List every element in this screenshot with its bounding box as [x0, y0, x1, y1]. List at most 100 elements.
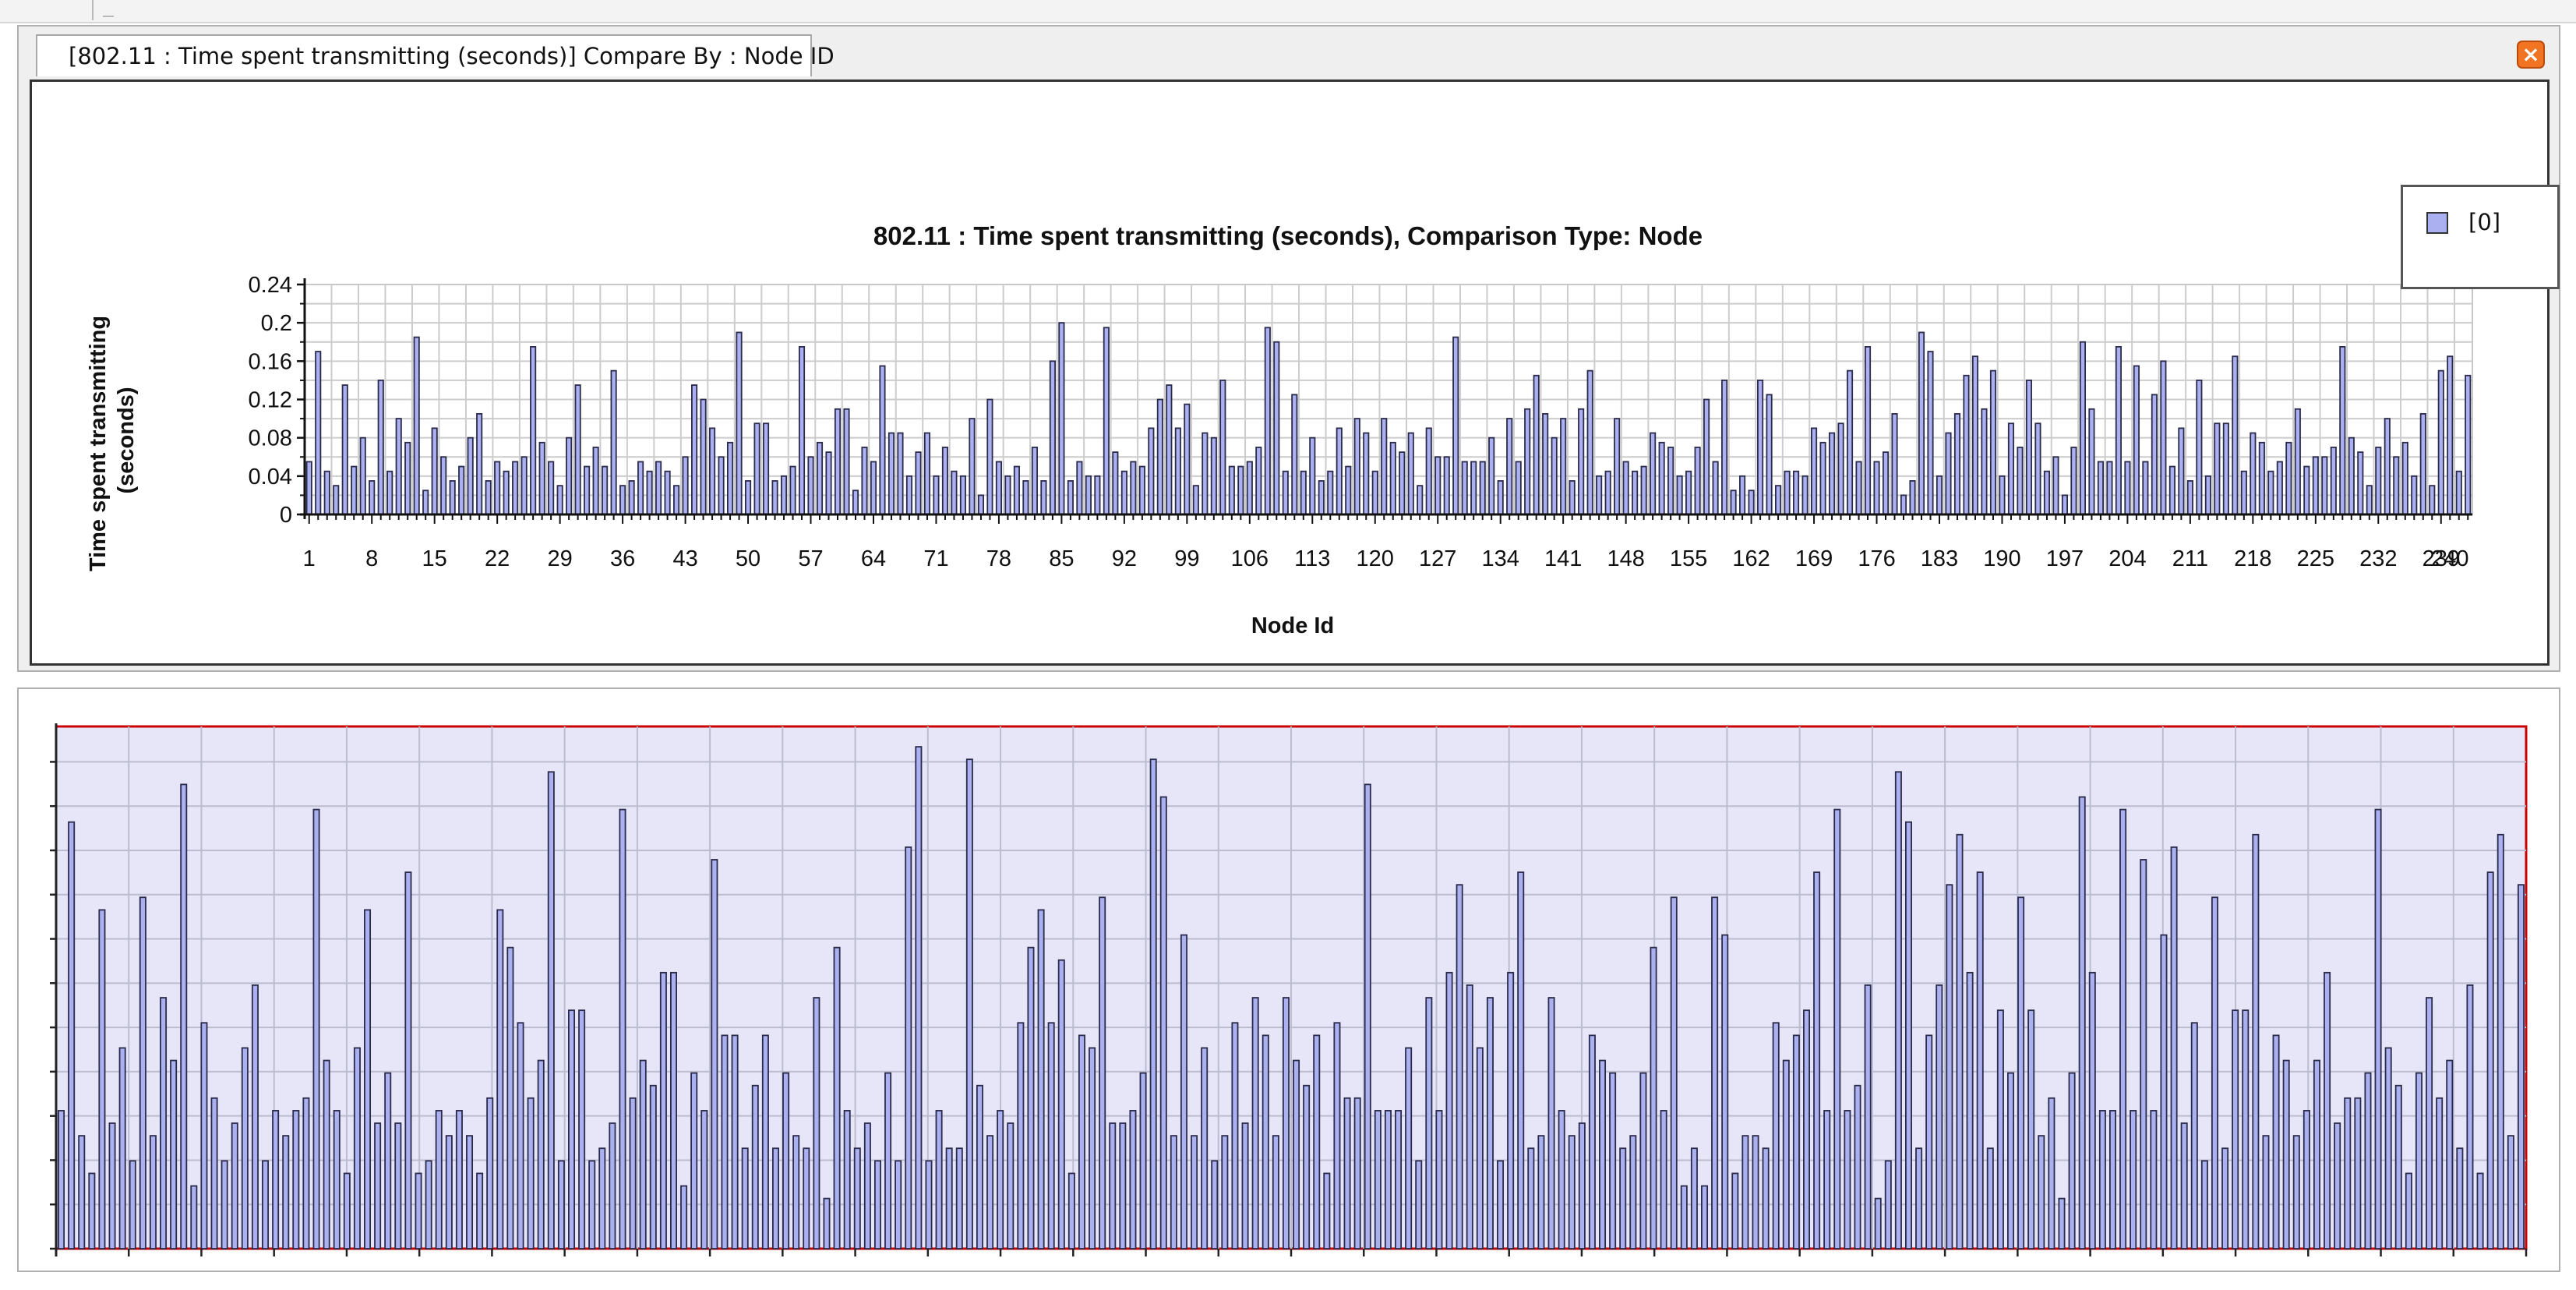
overview-bar [1303, 1084, 1311, 1249]
overview-bar [1946, 884, 1953, 1249]
bar [2160, 360, 2167, 515]
bar [1094, 475, 1101, 515]
overview-bar [2292, 1135, 2300, 1249]
bar [1981, 408, 1988, 515]
overview-bar [873, 1160, 881, 1249]
overview-bar [343, 1172, 351, 1249]
bar [2375, 447, 2382, 515]
bar [1766, 394, 1773, 515]
bar [700, 398, 707, 515]
overview-bar [1067, 1172, 1075, 1249]
bar [870, 461, 877, 515]
bar [2025, 380, 2033, 515]
overview-bar [2426, 997, 2433, 1249]
bar [995, 461, 1002, 515]
overview-bar [1170, 1135, 1177, 1249]
x-tick-label: 141 [1544, 546, 1582, 571]
bar [1434, 456, 1442, 515]
x-tick-label: 78 [986, 546, 1011, 571]
overview-bar [1507, 971, 1515, 1249]
bar [1793, 470, 1800, 515]
overview-bar [2190, 1022, 2198, 1249]
bar [610, 369, 617, 515]
bar [1497, 480, 1504, 515]
bar [1953, 413, 1961, 515]
bar [2384, 418, 2391, 515]
bar [1210, 436, 1217, 515]
overview-bar [1690, 1147, 1698, 1249]
close-icon[interactable]: × [2517, 41, 2545, 69]
y-tick-label: 0.04 [249, 465, 292, 489]
overview-bar [1099, 896, 1106, 1249]
overview-bar [1374, 1110, 1382, 1249]
gridlines [304, 284, 2473, 515]
bar [2330, 447, 2337, 515]
legend-entry-label: [0] [2468, 209, 2501, 235]
bar [951, 470, 958, 515]
overview-bar [2476, 1172, 2484, 1249]
overview-bar [1792, 1034, 1800, 1249]
bar [2133, 365, 2140, 515]
toolbar-divider [92, 0, 94, 20]
overview-bar [2456, 1147, 2464, 1249]
overview-bar [1782, 1059, 1790, 1249]
bar [566, 436, 573, 515]
overview-bar [629, 1097, 637, 1249]
bar [2214, 422, 2221, 515]
bar [1542, 413, 1549, 515]
overview-bar [2324, 971, 2331, 1249]
x-tick-label: 232 [2359, 546, 2397, 571]
overview-bar [1558, 1110, 1565, 1249]
overview-bar [721, 1034, 729, 1249]
overview-bar [680, 1185, 688, 1249]
overview-bar [1476, 1047, 1484, 1249]
bar [2186, 480, 2193, 515]
overview-bar [364, 909, 372, 1249]
bar [494, 461, 501, 515]
y-tick-label: 0.2 [261, 311, 292, 336]
bar [2151, 394, 2158, 515]
bar [449, 480, 456, 515]
overview-bar [2119, 808, 2127, 1249]
bar [1712, 461, 1719, 515]
bar [2204, 475, 2211, 515]
legend-swatch [2426, 212, 2448, 234]
x-tick-label: 85 [1049, 546, 1074, 571]
overview-bar [58, 1110, 65, 1249]
y-tick-label: 0 [280, 503, 292, 528]
overview-bar [2058, 1197, 2066, 1249]
chart-panel: [802.11 : Time spent transmitting (secon… [17, 25, 2560, 672]
overview-bar [1364, 783, 1371, 1249]
bar [1488, 436, 1495, 515]
bar [422, 489, 429, 515]
overview-bar [833, 946, 841, 1249]
x-tick-label: 36 [610, 546, 635, 571]
bar-series [305, 322, 2472, 515]
overview-bar [1578, 1122, 1586, 1249]
overview-bar [1966, 971, 1974, 1249]
tab-chart-compare-by-node[interactable]: [802.11 : Time spent transmitting (secon… [36, 34, 835, 76]
bar [556, 485, 563, 515]
overview-bar [2098, 1110, 2106, 1249]
overview-bar [2170, 846, 2178, 1249]
overview-bar [1588, 1034, 1596, 1249]
bar [816, 441, 824, 515]
bar [2043, 470, 2051, 515]
x-tick-label: 29 [547, 546, 572, 571]
overview-bar [2436, 1097, 2444, 1249]
bar [1936, 475, 1943, 515]
overview-bar [1272, 1135, 1279, 1249]
bar [718, 456, 725, 515]
bar [1371, 470, 1378, 515]
x-tick-label: 127 [1419, 546, 1456, 571]
bar [1757, 380, 1764, 515]
bar [1148, 427, 1155, 515]
bar [1138, 465, 1145, 515]
overview-bar [1680, 1185, 1688, 1249]
bar [2411, 475, 2418, 515]
bar [780, 475, 788, 515]
overview-bar [1343, 1097, 1351, 1249]
overview-bar [1803, 1009, 1811, 1249]
bar [682, 456, 689, 515]
bar [1846, 369, 1854, 515]
